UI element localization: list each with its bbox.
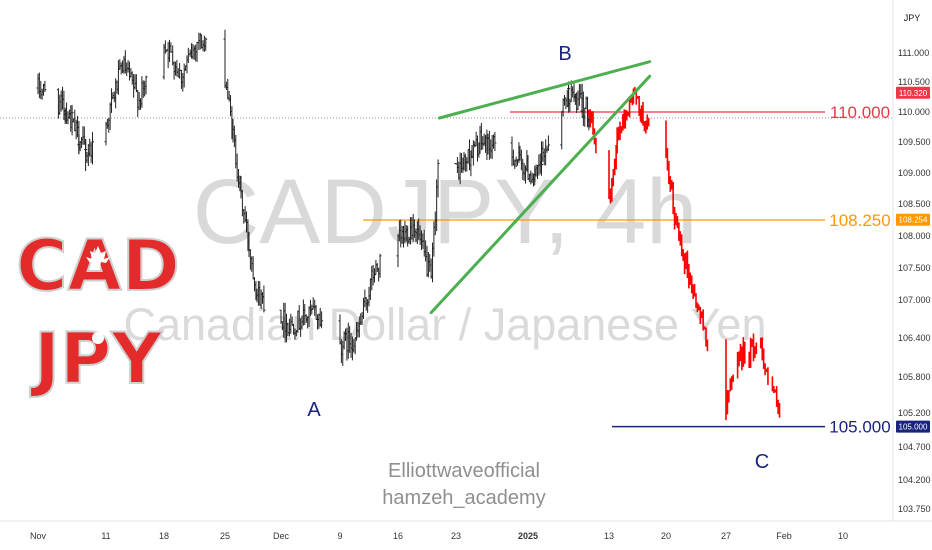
level-label: 105.000 <box>829 418 890 437</box>
trendline-lower[interactable] <box>429 74 652 315</box>
price-tick-label: 105.200 <box>898 408 931 418</box>
ohlc-bar <box>204 37 208 51</box>
time-tick-label: 20 <box>661 531 671 541</box>
price-tag <box>896 213 930 226</box>
price-tick-label: 107.000 <box>898 295 931 305</box>
price-tag-label: 108.254 <box>899 216 928 225</box>
price-tick-label: 103.750 <box>898 504 931 514</box>
ohlc-bar <box>560 110 564 150</box>
currency-label: JPY <box>904 13 921 23</box>
price-tick-label: 104.700 <box>898 442 931 452</box>
price-tag-label: 105.000 <box>899 423 928 432</box>
price-tick-label: 110.500 <box>898 77 930 87</box>
level-label: 110.000 <box>830 103 890 122</box>
maple-leaf-icon <box>86 246 110 268</box>
ohlc-bar <box>223 29 227 89</box>
time-tick-label: 18 <box>159 531 169 541</box>
time-scale-panel[interactable] <box>0 521 932 550</box>
ohlc-bar <box>546 135 550 151</box>
time-tick-label: Feb <box>776 531 792 541</box>
time-tick-label: 2025 <box>518 531 538 541</box>
time-tick-label: 13 <box>604 531 614 541</box>
price-axis: 111.000 110.500 110.000 109.500 109.000 108.5… <box>898 48 931 514</box>
price-tick-label: 104.200 <box>898 475 931 485</box>
time-tick-label: 9 <box>337 531 342 541</box>
ohlc-bar <box>262 285 266 313</box>
time-tick-label: Nov <box>30 531 47 541</box>
time-tick-label: 11 <box>101 531 110 541</box>
ohlc-bar <box>91 132 95 165</box>
time-tick-label: 10 <box>838 531 848 541</box>
ohlc-bar <box>493 131 497 152</box>
price-tag <box>896 86 930 99</box>
wave-label-a: A <box>307 399 321 421</box>
ohlc-bar <box>378 253 382 278</box>
japan-sun-icon <box>92 332 104 344</box>
level-label: 108.250 <box>829 211 890 230</box>
watermark-symbol: CADJPY, 4h <box>193 161 698 263</box>
time-tick-label: 27 <box>721 531 731 541</box>
watermark-name: Canadian Dollar / Japanese Yen <box>124 299 767 350</box>
price-tag <box>896 420 930 433</box>
time-tick-label: 25 <box>220 531 230 541</box>
cad-jpy-logo: CAD JPY <box>15 224 181 401</box>
wave-label-c: C <box>755 451 769 473</box>
price-tick-label: 108.500 <box>898 199 931 209</box>
time-axis: Nov 11 18 25 Dec 9 16 23 2025 13 20 27 Feb 10 <box>30 531 848 541</box>
price-tick-label: 108.000 <box>898 231 931 241</box>
logo-jpy-text: JPY <box>30 318 163 400</box>
credit-elliottwave: Elliottwaveofficial <box>388 460 540 482</box>
projected-path <box>587 87 781 421</box>
price-bars <box>36 29 591 367</box>
price-tick-label: 106.400 <box>898 333 931 343</box>
time-tick-label: Dec <box>273 531 290 541</box>
trendline-upper[interactable] <box>437 60 652 120</box>
time-tick-label: 23 <box>451 531 461 541</box>
time-tick-label: 16 <box>393 531 403 541</box>
ohlc-bar <box>320 311 324 329</box>
price-tick-label: 110.000 <box>898 107 930 117</box>
credit-hamzeh: hamzeh_academy <box>382 487 545 509</box>
price-tick-label: 105.800 <box>898 372 931 382</box>
wave-label-b: B <box>558 43 571 65</box>
ohlc-bar <box>144 75 148 95</box>
ohlc-bar <box>436 159 440 198</box>
price-tick-label: 109.000 <box>898 168 931 178</box>
price-tick-label: 109.500 <box>898 137 931 147</box>
price-tick-label: 111.000 <box>898 48 929 58</box>
ohlc-bar <box>43 80 47 92</box>
price-tag-label: 110.320 <box>899 89 928 98</box>
price-tick-label: 107.500 <box>898 263 931 273</box>
